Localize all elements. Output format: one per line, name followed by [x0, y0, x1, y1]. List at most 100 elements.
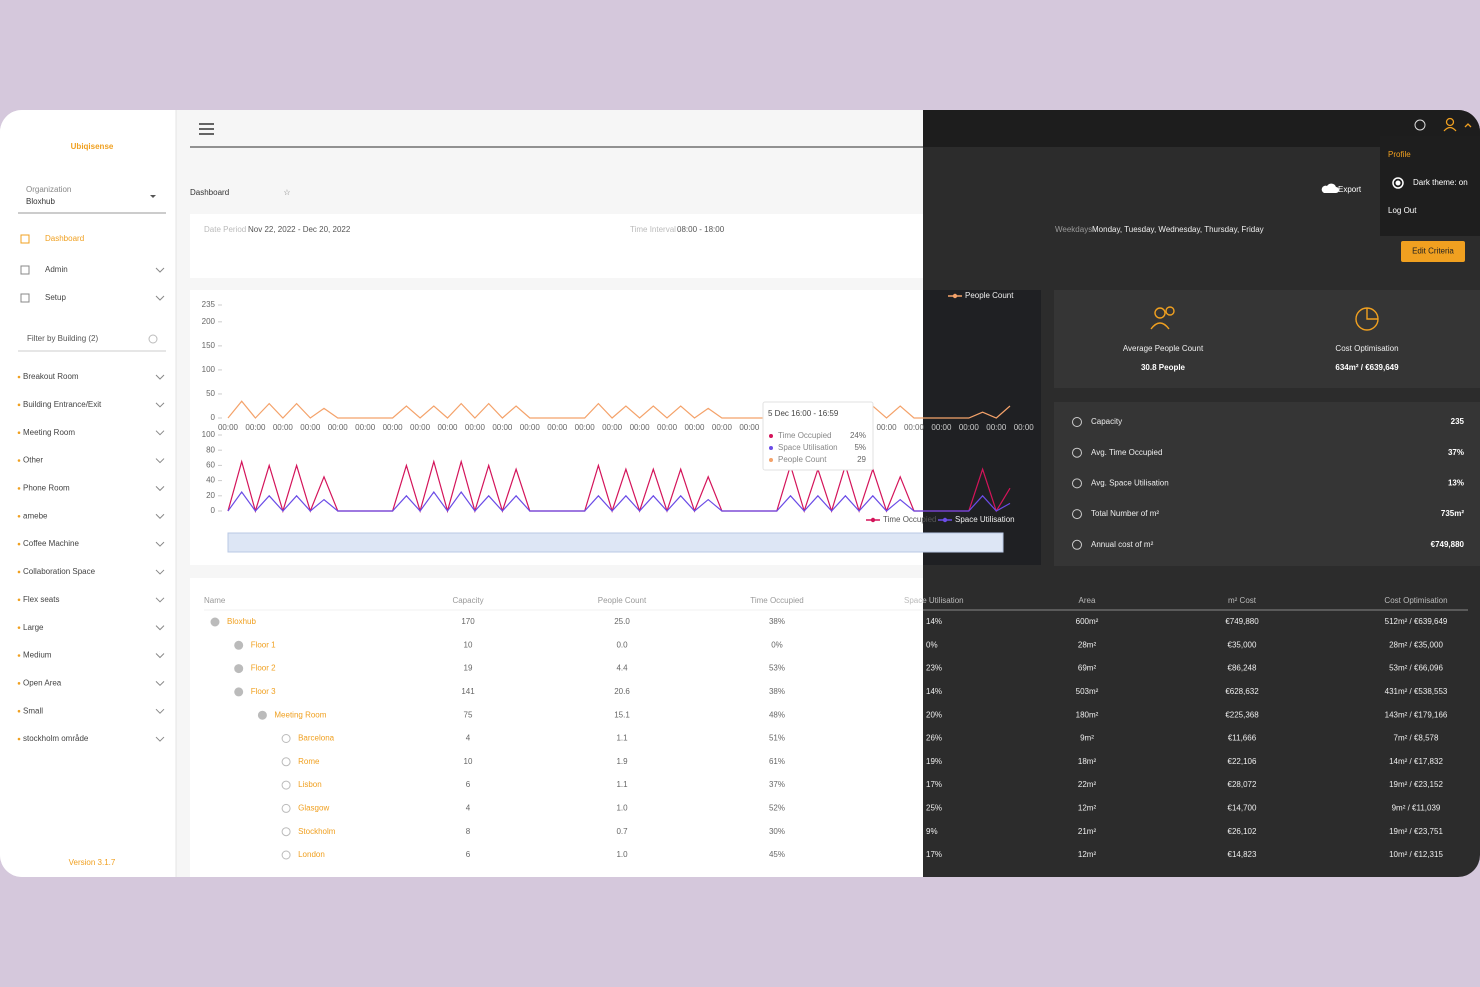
- table-header: Cost Optimisation: [1384, 596, 1447, 605]
- tree-toggle[interactable]: [281, 827, 291, 837]
- chevron[interactable]: [155, 541, 165, 547]
- building-group[interactable]: amebe: [23, 511, 48, 520]
- edit-criteria-button[interactable]: [1401, 241, 1465, 262]
- tree-toggle[interactable]: [257, 710, 267, 720]
- brand: Ubiqisense: [71, 142, 114, 151]
- chevron[interactable]: [155, 295, 165, 301]
- criteria-time-label: Time Interval: [630, 225, 676, 234]
- building-group[interactable]: Flex seats: [23, 595, 59, 604]
- app-window: ☆ Ubiqisense Organization Bloxhub Dashboard…: [0, 110, 1480, 877]
- stat-value: 37%: [1448, 448, 1464, 457]
- building-group[interactable]: Other: [23, 456, 43, 465]
- table-cell: 6: [466, 780, 471, 789]
- filter-building[interactable]: Filter by Building (2): [27, 334, 98, 343]
- menu-item[interactable]: Profile: [1388, 150, 1411, 159]
- favorite-star[interactable]: ☆: [283, 188, 290, 197]
- chevron[interactable]: [155, 513, 165, 519]
- row-name[interactable]: Lisbon: [298, 780, 322, 789]
- location-icon: [148, 334, 158, 344]
- chevron[interactable]: [155, 374, 165, 380]
- export-button[interactable]: Export: [1338, 185, 1362, 194]
- legend-label[interactable]: Time Occupied: [883, 515, 937, 524]
- tree-toggle[interactable]: [234, 664, 244, 674]
- building-group[interactable]: Building Entrance/Exit: [23, 400, 102, 409]
- chevron[interactable]: [155, 402, 165, 408]
- x-tick-label: 00:00: [492, 423, 513, 432]
- row-name[interactable]: London: [298, 850, 325, 859]
- row-name[interactable]: Glasgow: [298, 804, 329, 813]
- building-group[interactable]: Collaboration Space: [23, 567, 96, 576]
- y-tick-label: 100: [202, 365, 216, 374]
- row-name[interactable]: Rome: [298, 757, 320, 766]
- table-cell: 19: [464, 664, 473, 673]
- tree-toggle[interactable]: [281, 734, 291, 743]
- building-group[interactable]: stockholm område: [23, 734, 89, 743]
- nav-item[interactable]: Admin: [45, 265, 68, 274]
- chevron[interactable]: [155, 486, 165, 492]
- row-name[interactable]: Floor 3: [251, 687, 276, 696]
- help-icon[interactable]: [1414, 119, 1426, 131]
- building-group[interactable]: Phone Room: [23, 484, 70, 493]
- table-cell: 431m² / €538,553: [1385, 687, 1448, 696]
- building-group[interactable]: Large: [23, 623, 44, 632]
- table-cell: 48%: [769, 710, 785, 719]
- edit-criteria[interactable]: Edit Criteria: [1412, 247, 1454, 256]
- chevron[interactable]: [155, 708, 165, 714]
- table-cell: €35,000: [1228, 640, 1257, 649]
- chevron[interactable]: [155, 680, 165, 687]
- menu-item[interactable]: Log Out: [1388, 206, 1417, 215]
- bullet: [17, 431, 21, 435]
- hamburger[interactable]: [199, 123, 214, 135]
- nav-item[interactable]: Dashboard: [45, 234, 84, 243]
- chevron[interactable]: [155, 458, 165, 464]
- row-name[interactable]: Stockholm: [298, 827, 336, 836]
- row-name[interactable]: Barcelona: [298, 734, 335, 743]
- org-caret[interactable]: [150, 195, 156, 198]
- legend-label[interactable]: People Count: [965, 291, 1014, 300]
- tree-toggle[interactable]: [234, 687, 244, 697]
- building-group[interactable]: Breakout Room: [23, 372, 79, 381]
- export-icon[interactable]: [1321, 183, 1339, 193]
- radio[interactable]: [1392, 177, 1404, 189]
- table-cell: 170: [461, 617, 475, 626]
- table-cell: 20%: [926, 710, 942, 719]
- tree-toggle[interactable]: [234, 640, 244, 650]
- building-group[interactable]: Coffee Machine: [23, 539, 79, 548]
- building-group[interactable]: Medium: [23, 651, 52, 660]
- criteria-card: [190, 214, 923, 278]
- bullet: [17, 403, 21, 407]
- menu-item[interactable]: Dark theme: on: [1413, 178, 1468, 187]
- tree-toggle[interactable]: [281, 757, 291, 767]
- legend-label[interactable]: Space Utilisation: [955, 515, 1015, 524]
- tree-toggle[interactable]: [210, 617, 220, 627]
- nav-item[interactable]: Setup: [45, 293, 66, 302]
- stat-label: Avg. Time Occupied: [1091, 448, 1162, 457]
- bullet: [17, 514, 21, 518]
- chevron[interactable]: [155, 430, 165, 436]
- table-cell: 4: [466, 734, 471, 743]
- row-name[interactable]: Floor 1: [251, 640, 276, 649]
- chevron[interactable]: [155, 625, 165, 631]
- user-icon[interactable]: [1443, 117, 1472, 132]
- building-group[interactable]: Open Area: [23, 678, 62, 687]
- range-brush[interactable]: [227, 532, 1004, 553]
- building-group[interactable]: Small: [23, 706, 43, 715]
- chevron[interactable]: [155, 736, 165, 742]
- tree-toggle[interactable]: [281, 803, 291, 813]
- chevron[interactable]: [155, 597, 165, 603]
- chevron[interactable]: [155, 653, 165, 659]
- row-name[interactable]: Floor 2: [251, 664, 276, 673]
- chevron[interactable]: [155, 267, 165, 273]
- table-cell: 15.1: [614, 710, 630, 719]
- tree-toggle[interactable]: [281, 850, 291, 860]
- nav-icon: [20, 234, 30, 244]
- row-name[interactable]: Bloxhub: [227, 617, 256, 626]
- tree-toggle[interactable]: [281, 780, 291, 790]
- row-name[interactable]: Meeting Room: [274, 710, 326, 719]
- building-group[interactable]: Meeting Room: [23, 428, 75, 437]
- stat-value: 13%: [1448, 479, 1464, 488]
- tooltip-dot: [769, 434, 773, 438]
- table-cell: 23%: [926, 664, 942, 673]
- chevron[interactable]: [155, 569, 165, 575]
- table-cell: €749,880: [1225, 617, 1259, 626]
